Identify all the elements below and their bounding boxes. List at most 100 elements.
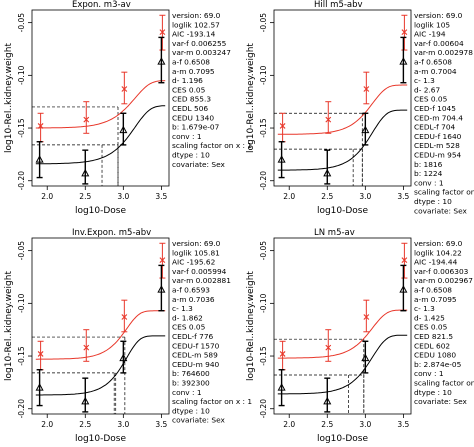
annotation-line: version: 69.0: [414, 11, 463, 20]
y-tick-label: -0.20: [259, 399, 268, 419]
annotation-line: d- 1.196: [172, 76, 203, 85]
data-point-triangle-marker: [277, 155, 286, 163]
chart-title: LN m5-av: [314, 228, 355, 238]
y-tick-label: -0.05: [259, 241, 268, 261]
y-axis-label: log10-Rel..kidney.weight: [4, 271, 14, 381]
data-point-x-marker: [363, 86, 370, 92]
x-tick-label: 2.5: [79, 420, 91, 429]
annotation-line: var-m 0.002978: [414, 48, 473, 57]
x-axis-label: log10-Dose: [75, 206, 127, 216]
x-axis-label: log10-Dose: [75, 434, 127, 444]
annotation-line: CEDU-m 954: [414, 151, 462, 160]
x-tick-label: 3.5: [397, 420, 409, 429]
x-tick-label: 3.0: [117, 192, 129, 201]
data-point-triangle-marker: [157, 57, 166, 65]
y-tick-label: -0.10: [259, 293, 268, 313]
y-tick-label: -0.10: [259, 65, 268, 85]
annotation-line: CEDU-f 1570: [172, 341, 220, 350]
y-tick-label: -0.15: [259, 118, 268, 138]
y-tick-label: -0.10: [17, 293, 26, 313]
annotation-line: b: 392300: [172, 379, 210, 388]
annotation-line: AIC -194: [414, 30, 446, 39]
data-point-triangle-marker: [81, 396, 90, 405]
x-axis-label: log10-Dose: [317, 206, 369, 216]
data-point-x-marker: [401, 257, 408, 264]
x-tick-label: 3.5: [155, 420, 167, 429]
annotation-line: CED 855.3: [172, 95, 211, 104]
annotation-line: CEDL-m 589: [172, 351, 218, 360]
annotation-line: a-f 0.6593: [172, 286, 210, 295]
annotation-line: a-m 0.7036: [172, 295, 215, 304]
annotation-line: dtype : 10: [414, 388, 452, 397]
annotation-line: CED-m 704.4: [414, 113, 463, 122]
chart-panel-4: LN m5-av -0.20 -0.15 -0.10 -0.05 2.0 2.5 3.0 3.5…: [246, 228, 474, 444]
fitted-curve-1: [277, 309, 408, 359]
annotation-line: CES 0.05: [172, 323, 206, 332]
annotation-line: scaling factor on x : 1: [414, 188, 474, 197]
x-tick-label: 3.0: [359, 420, 371, 429]
x-tick-label: 3.5: [397, 192, 409, 201]
annotation-line: covariate: Sex: [414, 397, 468, 406]
y-tick-label: -0.20: [17, 399, 26, 419]
annotation-line: conv : 1: [172, 132, 202, 141]
annotation-line: d- 1.862: [172, 313, 203, 322]
data-point-triangle-marker: [323, 396, 332, 405]
annotation-line: covariate: Sex: [172, 160, 226, 169]
annotation-line: b: 1816: [414, 160, 443, 169]
annotation-line: b: 1.679e-07: [172, 123, 220, 132]
plot-frame: [31, 9, 170, 187]
data-point-triangle-marker: [361, 353, 370, 362]
annotation-line: CES 0.05: [414, 323, 448, 332]
y-tick-label: -0.10: [17, 65, 26, 85]
x-tick-label: 2.0: [283, 420, 295, 429]
annotation-line: a-m 0.7095: [414, 295, 457, 304]
fitted-curve-1: [35, 80, 166, 129]
y-tick-label: -0.15: [17, 346, 26, 366]
data-point-x-marker: [363, 314, 370, 320]
plot-frame: [273, 237, 412, 415]
annotation-line: d- 2.67: [414, 85, 440, 94]
data-point-triangle-marker: [323, 168, 332, 177]
fitted-curve-2: [277, 109, 408, 171]
annotation-line: covariate: Sex: [414, 206, 468, 215]
fitted-curve-2: [35, 105, 166, 165]
data-point-triangle-marker: [35, 155, 44, 163]
annotation-line: var-f 0.005994: [172, 267, 227, 276]
annotation-line: CEDU-f 1640: [414, 132, 462, 141]
data-point-triangle-marker: [157, 285, 166, 293]
annotation-line: CEDL-f 704: [414, 123, 456, 132]
annotation-line: CED 821.5: [414, 332, 453, 341]
y-tick-label: -0.15: [17, 118, 26, 138]
annotation-line: covariate: Sex: [172, 416, 226, 425]
annotation-line: scaling factor on x : 1: [414, 379, 474, 388]
annotation-line: loglik 102.57: [172, 20, 220, 29]
annotation-line: a-f 0.6508: [172, 58, 210, 67]
annotation-line: CES 0.05: [172, 85, 206, 94]
chart-panel-1: Expon. m3-av -0.20 -0.15 -0.10 -0.05 2.0 2.5 3.…: [4, 0, 252, 216]
annotation-line: var-m 0.003247: [172, 48, 231, 57]
annotation-line: var-f 0.006303: [414, 267, 469, 276]
annotation-line: dtype : 10: [414, 197, 452, 206]
x-tick-label: 2.0: [41, 192, 53, 201]
data-point-x-marker: [121, 314, 128, 320]
annotation-line: CEDL 602: [414, 341, 450, 350]
data-point-x-marker: [83, 344, 90, 351]
x-tick-label: 3.0: [359, 192, 371, 201]
annotation-line: loglik 104.22: [414, 248, 462, 257]
annotation-line: conv : 1: [414, 369, 444, 378]
data-point-triangle-marker: [81, 168, 90, 177]
annotation-line: var-f 0.006255: [172, 39, 227, 48]
annotation-line: b: 764600: [172, 369, 210, 378]
data-point-triangle-marker: [399, 285, 408, 293]
data-point-triangle-marker: [399, 57, 408, 65]
data-point-triangle-marker: [119, 353, 128, 362]
annotation-line: var-f 0.00604: [414, 39, 464, 48]
annotation-line: c- 1.3: [414, 304, 435, 313]
data-point-x-marker: [325, 344, 332, 351]
data-point-x-marker: [279, 351, 286, 357]
data-point-triangle-marker: [361, 125, 370, 134]
chart-title: Hill m5-abv: [314, 0, 363, 10]
annotation-line: loglik 105.81: [172, 248, 220, 257]
annotation-line: CEDL-m 528: [414, 141, 460, 150]
